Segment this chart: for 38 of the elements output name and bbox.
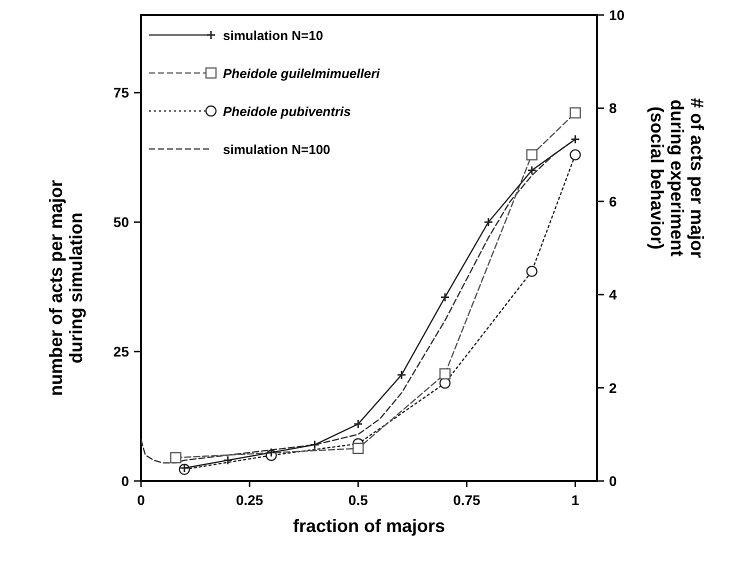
point — [266, 448, 276, 458]
x-tick-label: 0 — [137, 492, 146, 508]
point — [396, 370, 406, 380]
point — [526, 149, 538, 160]
y2-tick-label: 4 — [609, 286, 617, 303]
point — [352, 442, 364, 454]
y2-axis-title: # of acts per major during experiment (social behavior) — [647, 98, 707, 258]
y2-tick-label: 2 — [609, 380, 617, 396]
point — [570, 149, 581, 160]
y2-tick-label: 6 — [609, 193, 617, 210]
y-tick-label: 0 — [121, 473, 130, 489]
x-tick-label: 0.75 — [453, 492, 481, 508]
legend-label: Pheidole pubiventris — [223, 104, 351, 119]
legend-label: simulation N=10 — [223, 28, 324, 43]
point — [170, 452, 182, 464]
x-tick-label: 0.25 — [236, 492, 264, 508]
x-tick-label: 1 — [571, 492, 580, 508]
point — [484, 217, 494, 227]
point — [353, 419, 363, 429]
y-axis-title: number of acts per major during simulation — [46, 180, 86, 396]
point — [527, 166, 537, 176]
x-axis-title: fraction of majors — [292, 516, 446, 536]
y-tick-label: 25 — [113, 344, 130, 360]
point — [439, 368, 451, 380]
y-tick-label: 75 — [113, 84, 130, 101]
y2-tick-label: 0 — [609, 473, 617, 489]
y2-tick-label: 8 — [609, 100, 617, 116]
point — [310, 440, 320, 450]
point — [570, 107, 581, 118]
point — [570, 134, 580, 144]
point — [440, 292, 450, 302]
y-tick-label: 50 — [113, 214, 130, 230]
point — [526, 266, 538, 277]
legend-label: Pheidole guilelmimuelleri — [223, 66, 380, 81]
x-tick-label: 0.5 — [348, 492, 368, 508]
point — [223, 456, 233, 466]
legend-label: simulation N=100 — [223, 142, 330, 157]
y2-tick-label: 10 — [609, 7, 625, 23]
